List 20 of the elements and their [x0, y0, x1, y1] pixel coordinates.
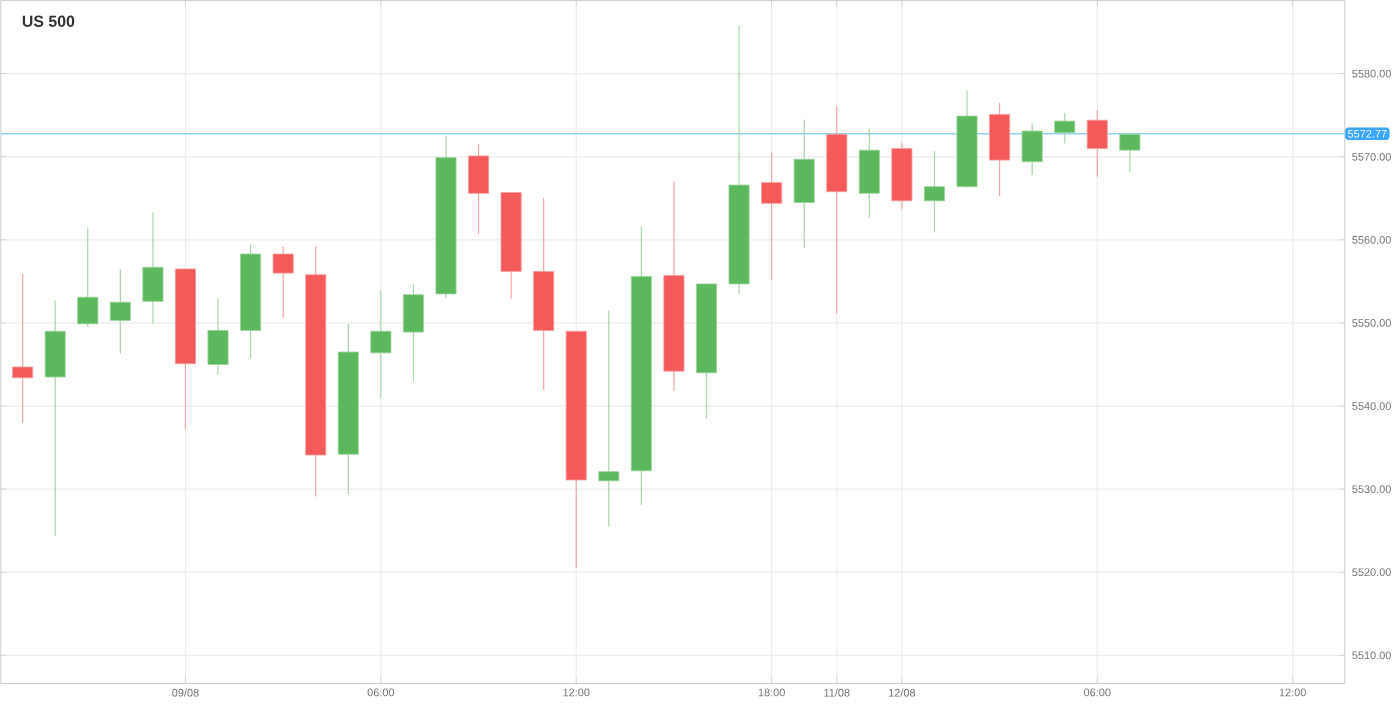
candlestick: [793, 119, 815, 250]
candlestick: [1021, 123, 1043, 176]
candlestick: [598, 310, 620, 528]
candlestick: [1086, 109, 1108, 178]
candlestick: [1119, 134, 1141, 173]
candlestick: [12, 273, 34, 424]
candlestick: [370, 290, 392, 400]
candlestick: [207, 297, 229, 376]
candlestick: [272, 246, 294, 319]
candlestick: [142, 212, 164, 325]
candlestick: [44, 300, 66, 537]
candlestick: [989, 102, 1011, 197]
candlestick: [1054, 112, 1076, 145]
candlestick: [761, 152, 783, 282]
candlestick: [923, 150, 945, 234]
candlestick: [109, 268, 131, 355]
candlestick: [402, 283, 424, 382]
candlestick: [77, 227, 99, 328]
candlestick: [468, 143, 490, 235]
candlestick: [858, 128, 880, 220]
